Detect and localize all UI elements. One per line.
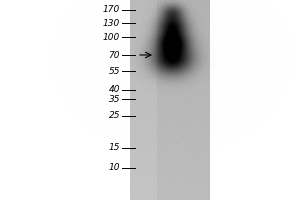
Text: 170: 170 bbox=[103, 5, 120, 15]
Text: 40: 40 bbox=[109, 86, 120, 95]
Text: 10: 10 bbox=[109, 164, 120, 172]
Text: 55: 55 bbox=[109, 66, 120, 75]
Text: 100: 100 bbox=[103, 32, 120, 42]
Text: 130: 130 bbox=[103, 19, 120, 27]
Text: 25: 25 bbox=[109, 112, 120, 120]
Text: 70: 70 bbox=[109, 50, 120, 60]
Text: 35: 35 bbox=[109, 95, 120, 104]
Text: 15: 15 bbox=[109, 144, 120, 152]
